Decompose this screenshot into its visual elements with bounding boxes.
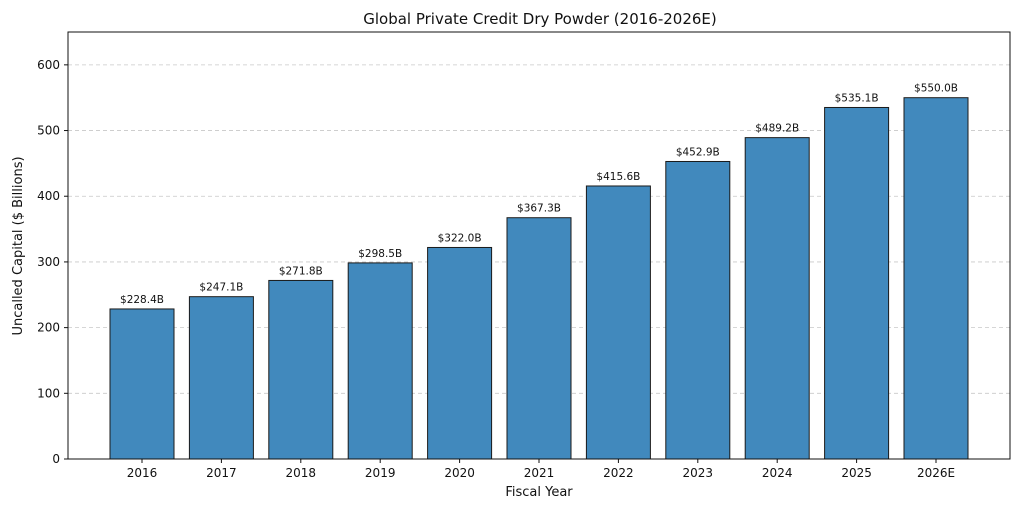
y-tick-label: 400 xyxy=(37,189,60,203)
y-tick-label: 100 xyxy=(37,386,60,400)
x-axis-label: Fiscal Year xyxy=(505,485,573,500)
y-tick-label: 200 xyxy=(37,321,60,335)
bar-2026e xyxy=(903,97,969,460)
bar-2017 xyxy=(188,296,254,460)
data-label: $298.5B xyxy=(358,248,402,260)
bar-2018 xyxy=(268,279,334,460)
x-tick-label: 2021 xyxy=(524,466,555,480)
x-tick-label: 2022 xyxy=(603,466,634,480)
x-tick-label: 2018 xyxy=(286,466,317,480)
bar-2019 xyxy=(347,262,413,460)
x-tick-label: 2026E xyxy=(917,466,955,480)
x-tick-label: 2023 xyxy=(683,466,714,480)
y-axis-label: Uncalled Capital ($ Billions) xyxy=(11,156,26,335)
data-label: $271.8B xyxy=(279,265,323,277)
data-label: $489.2B xyxy=(755,123,799,135)
x-tick-label: 2017 xyxy=(206,466,237,480)
y-tick-label: 500 xyxy=(37,124,60,138)
chart-title: Global Private Credit Dry Powder (2016-2… xyxy=(363,10,717,28)
x-tick-label: 2025 xyxy=(841,466,872,480)
x-axis: 2016 2017 2018 2019 2020 2021 2022 2023 2024 2025… xyxy=(127,459,955,480)
data-label: $322.0B xyxy=(438,232,482,244)
data-label: $550.0B xyxy=(914,83,958,95)
x-tick-label: 2016 xyxy=(127,466,158,480)
bar-2023 xyxy=(665,160,731,460)
y-tick-label: 0 xyxy=(52,452,60,466)
data-label: $415.6B xyxy=(596,171,640,183)
bar-2024 xyxy=(744,137,810,460)
y-tick-label: 300 xyxy=(37,255,60,269)
y-axis: 0 100 200 300 400 500 600 xyxy=(37,58,68,466)
data-label: $535.1B xyxy=(835,92,879,104)
bar-2022 xyxy=(585,185,651,460)
bar-2020 xyxy=(427,246,493,460)
bar-2016 xyxy=(109,308,175,460)
data-label: $247.1B xyxy=(199,282,243,294)
data-label: $228.4B xyxy=(120,294,164,306)
data-label: $452.9B xyxy=(676,146,720,158)
bar-2021 xyxy=(506,217,572,460)
bar-2025 xyxy=(824,106,890,460)
data-label: $367.3B xyxy=(517,203,561,215)
x-tick-label: 2020 xyxy=(444,466,475,480)
bars xyxy=(109,97,969,460)
x-tick-label: 2019 xyxy=(365,466,396,480)
x-tick-label: 2024 xyxy=(762,466,793,480)
y-tick-label: 600 xyxy=(37,58,60,72)
data-labels: $228.4B $247.1B $271.8B $298.5B $322.0B $367.… xyxy=(120,83,958,306)
